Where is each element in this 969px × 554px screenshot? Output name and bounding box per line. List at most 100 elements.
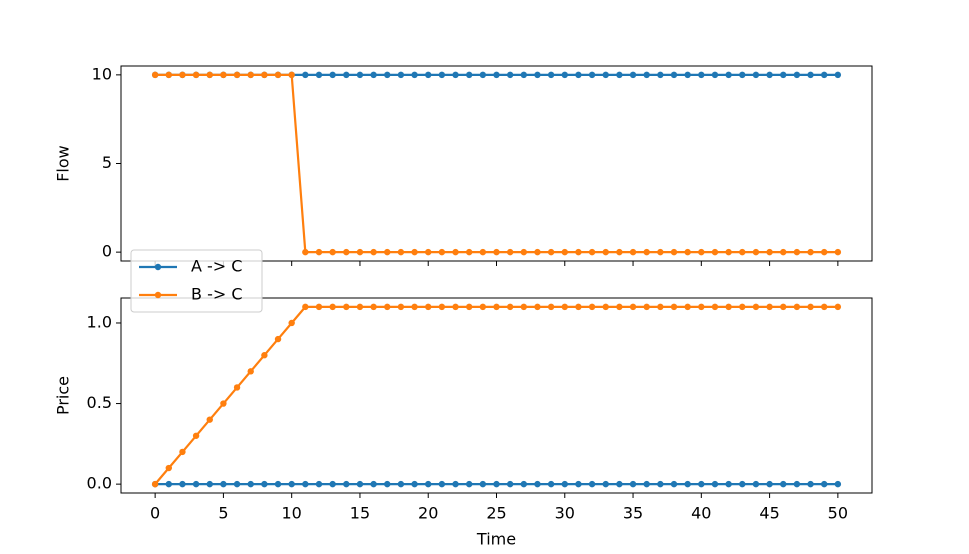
y-tick-label: 1.0 (87, 312, 112, 331)
point (520, 303, 528, 311)
point (739, 248, 746, 256)
point (711, 480, 719, 488)
point (725, 303, 732, 311)
point (384, 71, 391, 79)
point (452, 71, 459, 79)
point (643, 303, 650, 311)
point (711, 303, 719, 311)
legend-marker (154, 291, 162, 299)
point (343, 303, 350, 311)
legend-box (130, 249, 263, 313)
point (384, 480, 391, 488)
point (670, 71, 678, 79)
point (807, 71, 814, 79)
point (821, 303, 828, 311)
point (465, 303, 473, 311)
point (206, 480, 213, 488)
point (151, 71, 159, 79)
point (479, 303, 487, 311)
point (629, 480, 637, 488)
point (329, 71, 336, 79)
point (616, 480, 623, 488)
x-tick-label: 40 (691, 504, 711, 523)
point (411, 71, 418, 79)
point (643, 480, 650, 488)
x-tick-label: 15 (350, 504, 370, 523)
point (493, 480, 500, 488)
plot-area (121, 298, 872, 493)
point (288, 319, 295, 327)
point (780, 480, 787, 488)
point (493, 303, 500, 311)
point (725, 480, 732, 488)
point (411, 248, 418, 256)
point (493, 248, 500, 256)
point (261, 71, 268, 79)
legend-label: B -> C (191, 285, 243, 304)
point (752, 480, 760, 488)
point (616, 71, 623, 79)
x-tick-label: 45 (759, 504, 779, 523)
point (807, 248, 814, 256)
point (670, 303, 678, 311)
point (220, 480, 227, 488)
point (233, 384, 241, 391)
point (793, 303, 801, 311)
point (834, 303, 842, 311)
x-tick-label: 10 (282, 504, 302, 523)
point (657, 480, 664, 488)
point (370, 303, 377, 311)
point (179, 480, 186, 488)
point (165, 71, 172, 79)
point (711, 248, 719, 256)
point (602, 480, 609, 488)
x-tick-label: 20 (418, 504, 438, 523)
point (588, 480, 596, 488)
x-tick-label: 0 (150, 504, 160, 523)
point (780, 303, 787, 311)
point (315, 71, 323, 79)
point (220, 400, 227, 407)
point (329, 303, 336, 311)
y-axis-label: Price (54, 376, 73, 415)
point (247, 71, 254, 79)
point (356, 248, 364, 256)
point (657, 71, 664, 79)
point (343, 71, 350, 79)
point (534, 248, 541, 256)
point (821, 248, 828, 256)
point (233, 71, 241, 79)
point (698, 480, 705, 488)
point (766, 303, 773, 311)
point (698, 71, 705, 79)
point (588, 303, 596, 311)
point (343, 480, 350, 488)
point (602, 303, 609, 311)
point (629, 303, 637, 311)
point (629, 248, 637, 256)
point (643, 248, 650, 256)
point (752, 71, 760, 79)
point (465, 71, 473, 79)
point (411, 480, 418, 488)
point (602, 71, 609, 79)
plot-area (121, 66, 872, 261)
x-tick-label: 30 (555, 504, 575, 523)
point (575, 303, 582, 311)
point (807, 480, 814, 488)
point (192, 71, 200, 79)
point (547, 303, 555, 311)
point (151, 480, 159, 488)
point (575, 480, 582, 488)
point (588, 71, 596, 79)
point (438, 71, 446, 79)
point (602, 248, 609, 256)
point (793, 480, 801, 488)
point (834, 248, 842, 256)
point (438, 480, 446, 488)
point (506, 248, 514, 256)
point (206, 71, 213, 79)
y-tick-label: 10 (92, 64, 112, 83)
